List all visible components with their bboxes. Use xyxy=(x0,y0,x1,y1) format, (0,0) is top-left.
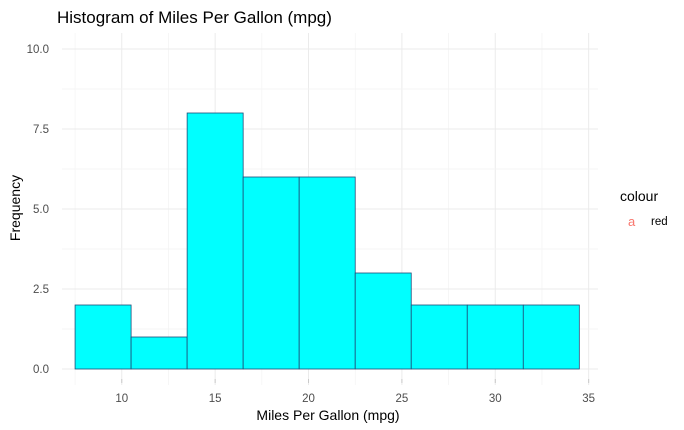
histogram-bar-6 xyxy=(410,304,468,370)
y-tick-label: 2.5 xyxy=(33,284,49,296)
x-tick-label: 30 xyxy=(489,393,502,405)
legend-label-red: red xyxy=(651,216,668,228)
x-tick-label: 35 xyxy=(582,393,595,405)
histogram-bar-2 xyxy=(186,112,244,370)
bars xyxy=(74,112,580,370)
legend-key-glyph: a xyxy=(628,214,636,229)
histogram-bar-5 xyxy=(354,272,412,370)
legend: colour a red xyxy=(620,188,668,229)
y-axis-ticks: 0.0 2.5 5.0 7.5 10.0 xyxy=(27,44,49,376)
histogram-bar-3 xyxy=(242,176,300,370)
histogram-bar-1 xyxy=(130,336,188,370)
histogram-bar-0 xyxy=(74,304,132,370)
x-tick-label: 10 xyxy=(115,393,128,405)
y-tick-label: 7.5 xyxy=(33,124,49,136)
x-axis-ticks: 10 15 20 25 30 35 xyxy=(115,379,595,405)
y-tick-label: 10.0 xyxy=(27,44,49,56)
chart-title: Histogram of Miles Per Gallon (mpg) xyxy=(57,8,332,27)
y-axis-title: Frequency xyxy=(7,175,23,241)
histogram-bar-4 xyxy=(298,176,356,370)
y-tick-label: 5.0 xyxy=(33,204,49,216)
x-axis-title: Miles Per Gallon (mpg) xyxy=(256,407,399,423)
x-tick-label: 20 xyxy=(302,393,315,405)
legend-title: colour xyxy=(620,188,658,204)
histogram-bar-8 xyxy=(522,304,580,370)
y-tick-label: 0.0 xyxy=(33,364,49,376)
x-tick-label: 25 xyxy=(396,393,409,405)
histogram-bar-7 xyxy=(466,304,524,370)
x-tick-label: 15 xyxy=(209,393,222,405)
